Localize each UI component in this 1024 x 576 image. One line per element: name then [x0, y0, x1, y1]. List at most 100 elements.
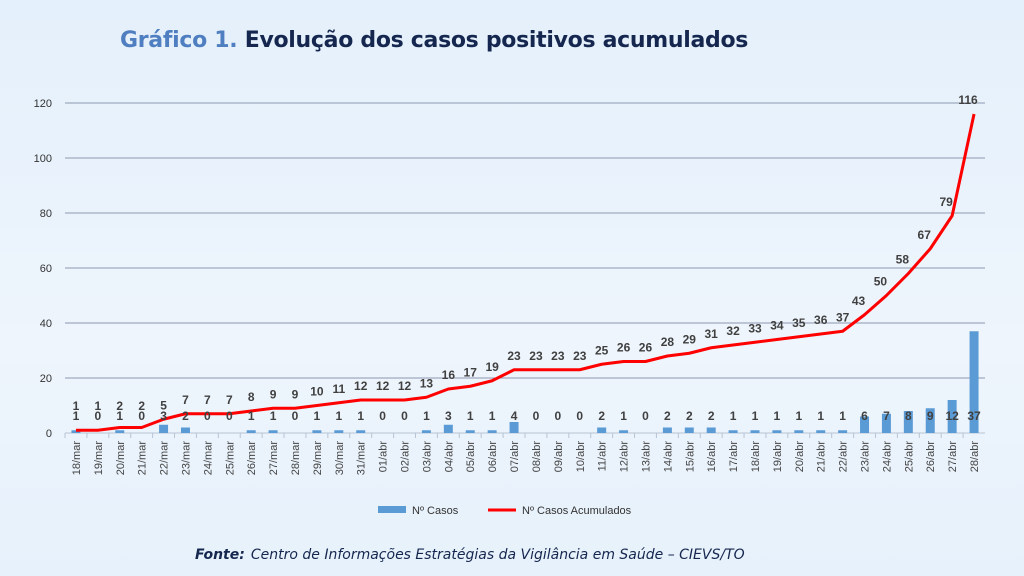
x-tick-label: 19/mar: [93, 441, 105, 476]
x-tick-label: 19/abr: [772, 441, 784, 473]
x-tick-label: 13/abr: [640, 441, 652, 473]
line-data-label: 1: [95, 399, 102, 413]
x-tick-label: 23/abr: [860, 441, 872, 473]
bar-data-label: 3: [445, 409, 452, 423]
bar-data-label: 1: [489, 409, 496, 423]
bar-data-label: 1: [467, 409, 474, 423]
x-tick-label: 16/abr: [706, 441, 718, 473]
title-prefix: Gráfico 1.: [120, 28, 238, 53]
x-tick-label: 05/abr: [465, 441, 477, 473]
x-tick-label: 06/abr: [487, 441, 499, 473]
line-data-label: 2: [116, 399, 123, 413]
source-note: Fonte: Centro de Informações Estratégias …: [195, 547, 745, 563]
x-tick-label: 28/mar: [290, 441, 302, 476]
x-tick-label: 21/mar: [137, 441, 149, 476]
line-data-label: 10: [310, 385, 324, 399]
x-tick-label: 18/mar: [71, 441, 83, 476]
bar: [509, 422, 519, 433]
bar-data-label: 1: [270, 409, 277, 423]
x-tick-label: 27/mar: [268, 441, 280, 476]
x-tick-label: 03/abr: [421, 441, 433, 473]
line-data-label: 13: [420, 376, 434, 390]
line-data-label: 17: [464, 365, 478, 379]
line-data-label: 12: [398, 379, 412, 393]
line-data-label: 35: [792, 316, 806, 330]
bar: [487, 430, 497, 433]
bar-data-label: 0: [401, 409, 408, 423]
bar-data-label: 3: [160, 409, 167, 423]
line-data-label: 7: [226, 393, 233, 407]
x-tick-label: 25/mar: [224, 441, 236, 476]
bar-data-label: 2: [182, 409, 189, 423]
bar: [356, 430, 366, 433]
x-tick-label: 22/abr: [838, 441, 850, 473]
line-data-label: 23: [573, 349, 587, 363]
x-tick-label: 25/abr: [903, 441, 915, 473]
legend-bar-label: Nº Casos: [412, 505, 459, 517]
line-data-label: 28: [661, 335, 675, 349]
bar: [728, 430, 738, 433]
line-data-label: 9: [292, 387, 299, 401]
x-tick-label: 17/abr: [728, 441, 740, 473]
bar-data-label: 1: [752, 409, 759, 423]
bar-data-label: 1: [335, 409, 342, 423]
line-data-label: 9: [270, 387, 277, 401]
line-data-label: 58: [896, 253, 910, 267]
x-tick-label: 15/abr: [684, 441, 696, 473]
line-data-label: 79: [939, 195, 953, 209]
bar-data-label: 0: [379, 409, 386, 423]
bar-data-label: 2: [598, 409, 605, 423]
bar: [947, 400, 957, 433]
line-data-label: 33: [748, 321, 762, 335]
bar: [969, 331, 979, 433]
line-data-label: 25: [595, 343, 609, 357]
bar-data-label: 0: [555, 409, 562, 423]
bar-data-label: 2: [664, 409, 671, 423]
x-tick-label: 20/abr: [794, 441, 806, 473]
bar: [684, 427, 694, 433]
bar-data-label: 0: [226, 409, 233, 423]
y-tick-label: 0: [46, 428, 52, 440]
x-tick-label: 09/abr: [553, 441, 565, 473]
bar: [180, 427, 190, 433]
bar: [903, 411, 913, 433]
bar: [838, 430, 848, 433]
line-data-label: 26: [617, 341, 631, 355]
x-tick-label: 23/mar: [180, 441, 192, 476]
legend-bar-swatch: [378, 506, 406, 513]
bar: [421, 430, 431, 433]
bar: [465, 430, 475, 433]
x-tick-label: 27/abr: [947, 441, 959, 473]
x-tick-label: 26/mar: [246, 441, 258, 476]
bar: [597, 427, 607, 433]
line-data-label: 116: [958, 93, 978, 107]
x-tick-label: 26/abr: [925, 441, 937, 473]
bar: [706, 427, 716, 433]
bar-data-label: 1: [730, 409, 737, 423]
line-data-label: 7: [204, 393, 211, 407]
bar: [334, 430, 344, 433]
bar-data-label: 0: [138, 409, 145, 423]
x-tick-label: 18/abr: [750, 441, 762, 473]
line-data-label: 32: [726, 324, 740, 338]
bar-data-label: 1: [357, 409, 364, 423]
x-tick-label: 14/abr: [662, 441, 674, 473]
source-label: Fonte:: [195, 547, 245, 563]
y-tick-label: 120: [34, 98, 52, 110]
bar-data-label: 0: [292, 409, 299, 423]
y-tick-label: 40: [40, 318, 52, 330]
line-data-label: 67: [918, 228, 932, 242]
x-tick-label: 22/mar: [159, 441, 171, 476]
line-series: [75, 113, 976, 432]
bar-data-label: 2: [708, 409, 715, 423]
bar: [881, 413, 891, 433]
bar-data-label: 1: [73, 409, 80, 423]
bar: [816, 430, 826, 433]
y-tick-label: 80: [40, 208, 52, 220]
legend-line-label: Nº Casos Acumulados: [522, 505, 632, 517]
bar-data-label: 37: [967, 409, 981, 423]
line-data-label: 16: [442, 368, 456, 382]
line-data-label: 34: [770, 319, 784, 333]
x-tick-label: 24/abr: [881, 441, 893, 473]
x-tick-label: 12/abr: [619, 441, 631, 473]
